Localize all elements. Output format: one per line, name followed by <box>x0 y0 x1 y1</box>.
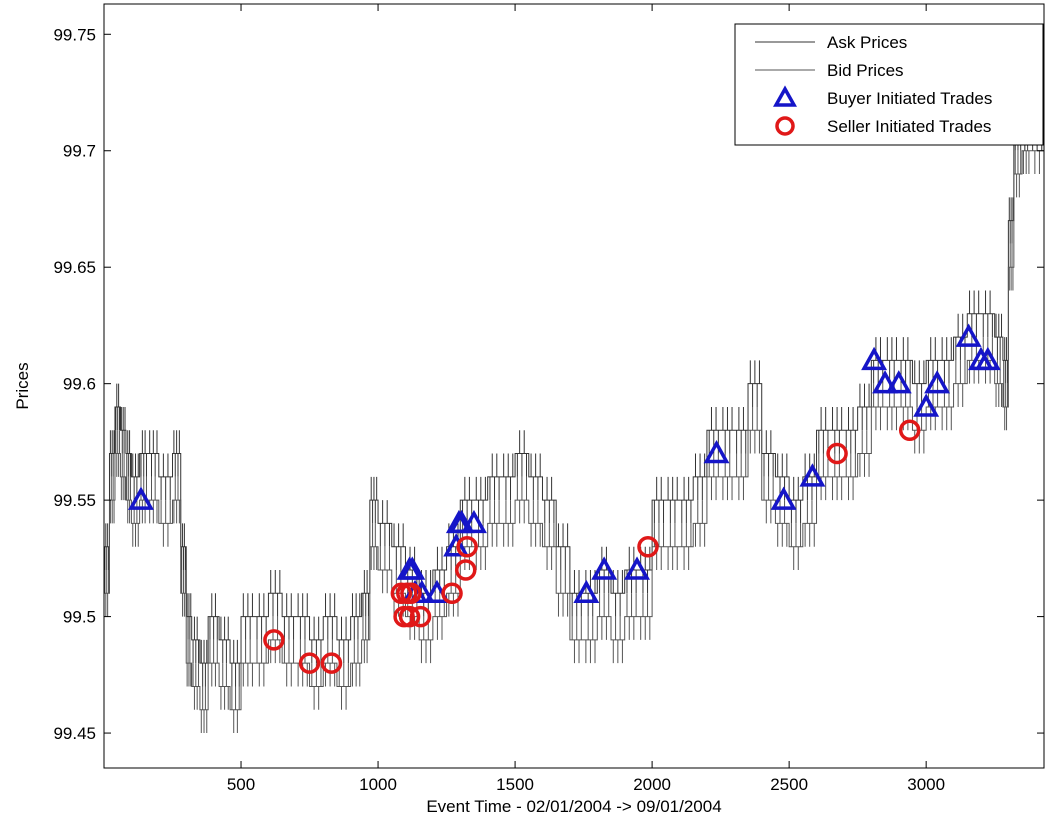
x-tick-label: 2500 <box>770 775 808 794</box>
marker-layer <box>128 323 1001 674</box>
y-tick-label: 99.65 <box>53 258 96 277</box>
y-tick-label: 99.55 <box>53 491 96 510</box>
seller-trade-marker <box>400 582 422 605</box>
seller-trade-marker <box>398 605 421 628</box>
seller-trade-marker <box>826 442 848 465</box>
series-layer <box>104 104 1044 734</box>
buyer-trade-marker <box>624 556 651 580</box>
legend-label: Bid Prices <box>827 61 904 80</box>
buyer-trade-marker <box>703 439 730 464</box>
seller-trade-marker <box>320 652 343 674</box>
buyer-trade-marker <box>460 509 487 534</box>
y-tick-label: 99.6 <box>63 375 96 394</box>
x-tick-label: 1000 <box>359 775 397 794</box>
legend-label: Seller Initiated Trades <box>827 117 991 136</box>
legend-triangle-swatch <box>773 85 797 107</box>
y-tick-label: 99.5 <box>63 608 96 627</box>
y-tick-label: 99.45 <box>53 724 96 743</box>
buyer-trade-marker <box>974 346 1001 371</box>
buyer-trade-marker <box>924 370 951 394</box>
axis-layer: 500 1000 1500 2000 2500 3000 99.45 99.5 99.55 99.… <box>53 4 1044 794</box>
y-tick-label: 99.7 <box>63 142 96 161</box>
seller-trade-marker <box>263 629 285 651</box>
buyer-trade-marker <box>955 323 982 347</box>
buyer-trade-marker <box>799 463 826 487</box>
legend-label: Ask Prices <box>827 33 907 52</box>
y-tick-label: 99.75 <box>53 25 96 44</box>
legend-box <box>734 23 1044 146</box>
series-line-ask <box>104 104 1044 687</box>
x-tick-label: 3000 <box>907 775 945 794</box>
buyer-trade-marker <box>913 393 940 417</box>
seller-trade-marker <box>456 535 478 558</box>
buyer-trade-marker <box>770 486 797 510</box>
x-axis-label: Event Time - 02/01/2004 -> 09/01/2004 <box>426 797 721 816</box>
x-tick-label: 1500 <box>496 775 534 794</box>
x-tick-label: 500 <box>227 775 255 794</box>
seller-trade-marker <box>409 605 432 628</box>
seller-trade-marker <box>298 652 321 674</box>
y-axis-label: Prices <box>13 362 32 409</box>
buyer-trade-marker <box>573 579 600 604</box>
legend-circle-swatch <box>775 116 795 136</box>
legend: Ask Prices Bid Prices Buyer Initiated Trad… <box>734 23 1044 146</box>
buyer-trade-marker <box>443 533 470 557</box>
series-line-bid <box>104 127 1044 734</box>
plot-frame <box>103 3 1045 769</box>
legend-label: Buyer Initiated Trades <box>827 89 992 108</box>
buyer-trade-marker <box>128 486 154 510</box>
buyer-trade-marker <box>861 346 888 371</box>
buyer-trade-marker <box>885 370 912 394</box>
buyer-trade-marker <box>591 556 618 580</box>
seller-trade-marker <box>441 582 463 605</box>
buyer-trade-marker <box>399 556 426 580</box>
x-tick-label: 2000 <box>633 775 671 794</box>
seller-trade-marker <box>898 419 921 442</box>
seller-trade-marker <box>454 559 477 581</box>
seller-trade-marker <box>637 535 659 558</box>
buyer-trade-marker <box>872 370 899 394</box>
buyer-trade-marker <box>448 509 475 534</box>
